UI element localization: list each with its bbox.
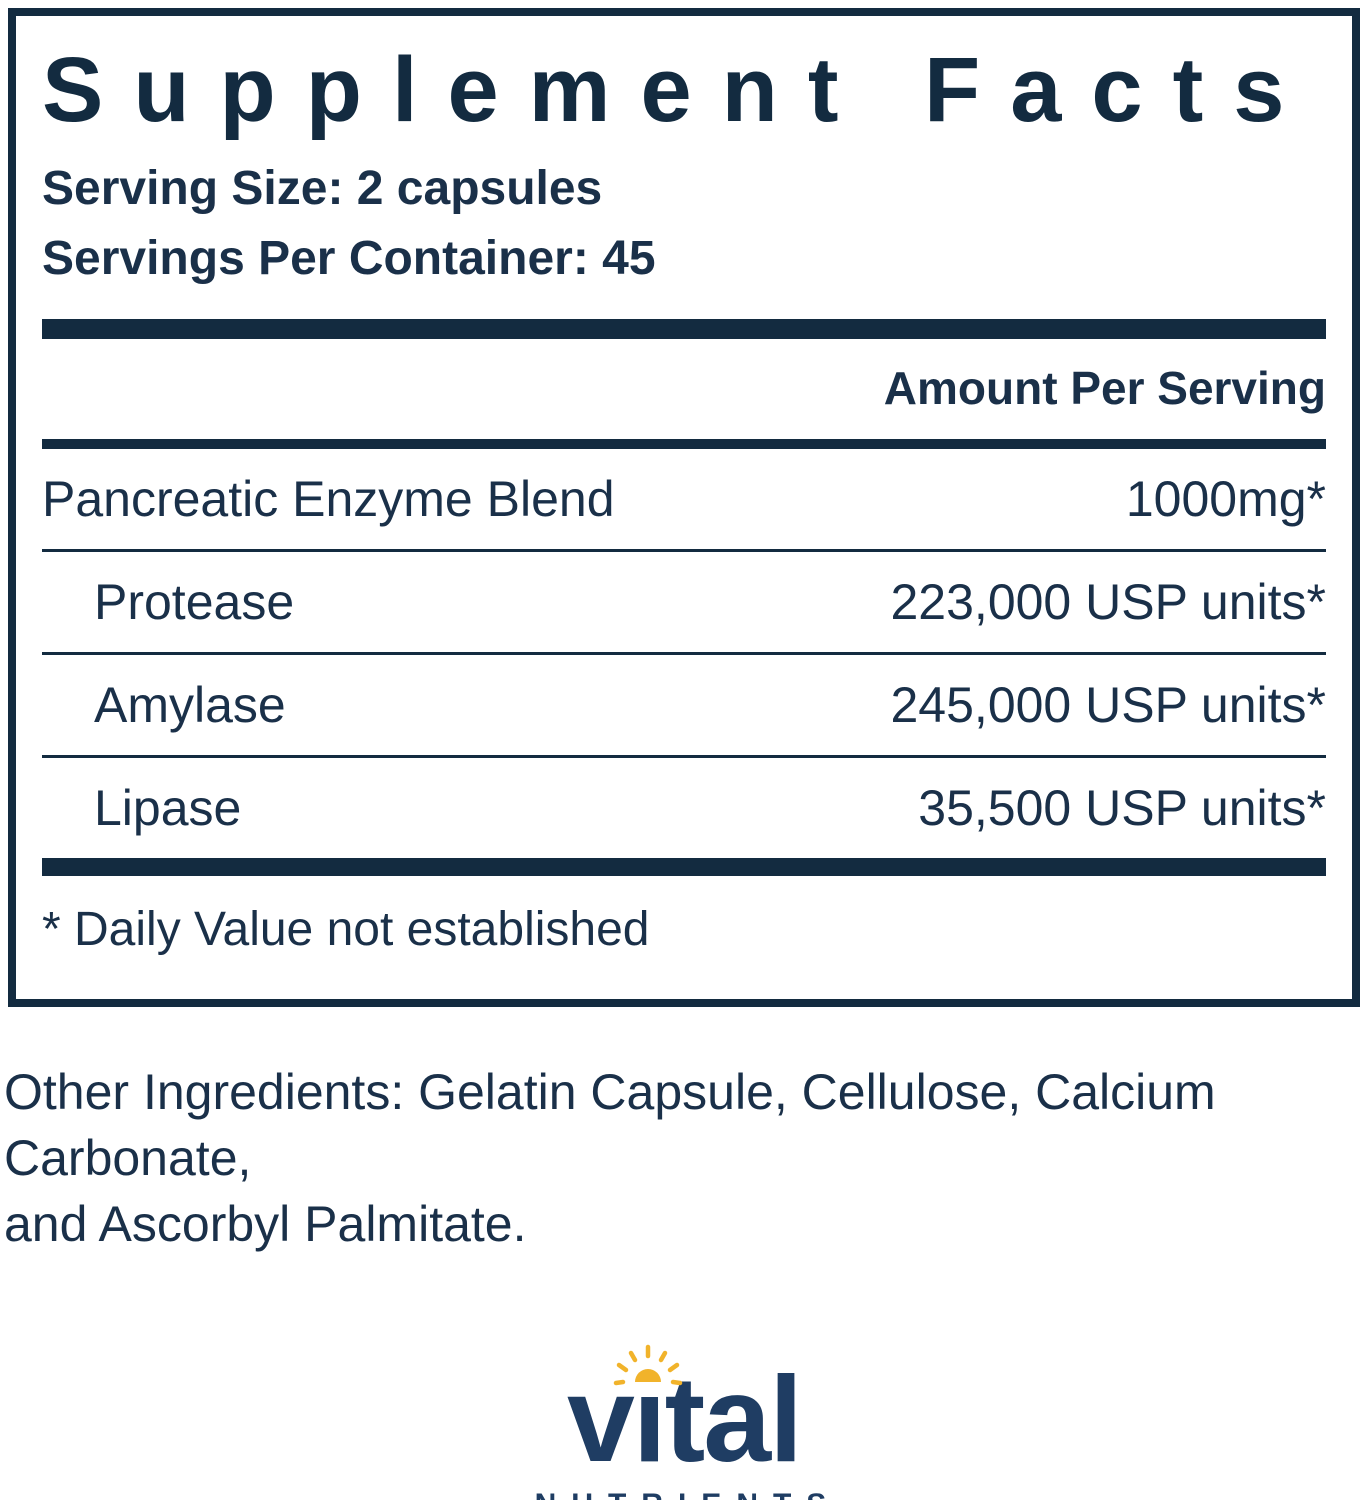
other-ingredients-line2: and Ascorbyl Palmitate. [4,1196,527,1253]
serving-size: Serving Size: 2 capsules [42,162,603,216]
panel-title: Supplement Facts [42,39,1315,141]
divider-medium [42,439,1326,450]
servings-per-container: Servings Per Container: 45 [42,232,656,286]
divider-thick-top [42,319,1326,340]
nutrient-amount: 1000mg* [1125,471,1326,528]
supplement-facts-panel: Supplement Facts Serving Size: 2 capsule… [8,8,1360,1008]
row-divider [42,652,1326,656]
vital-nutrients-logo: vital NUTRIENTS [0,1344,1368,1500]
brand-text: vital [566,1351,803,1487]
table-row: Lipase 35,500 USP units* [42,758,1326,858]
nutrient-name: Protease [94,574,295,631]
other-ingredients-line1: Other Ingredients: Gelatin Capsule, Cell… [4,1064,1216,1187]
table-row: Amylase 245,000 USP units* [42,655,1326,755]
brand-subtext: NUTRIENTS [8,1488,1368,1500]
nutrient-name: Amylase [94,677,286,734]
nutrient-amount: 35,500 USP units* [918,780,1326,837]
nutrient-name: Pancreatic Enzyme Blend [42,471,615,528]
divider-thick-bottom [42,858,1326,877]
amount-per-serving-header: Amount Per Serving [883,362,1326,415]
nutrient-name: Lipase [94,780,242,837]
table-row: Protease 223,000 USP units* [42,552,1326,652]
nutrient-amount: 245,000 USP units* [890,677,1327,734]
row-divider [42,549,1326,553]
table-row: Pancreatic Enzyme Blend 1000mg* [42,449,1326,549]
nutrient-amount: 223,000 USP units* [890,574,1327,631]
sun-icon [613,1344,682,1390]
daily-value-footnote: * Daily Value not established [42,903,650,957]
brand-wordmark: vital [567,1344,803,1480]
other-ingredients: Other Ingredients: Gelatin Capsule, Cell… [4,1059,1368,1257]
row-divider [42,755,1326,759]
